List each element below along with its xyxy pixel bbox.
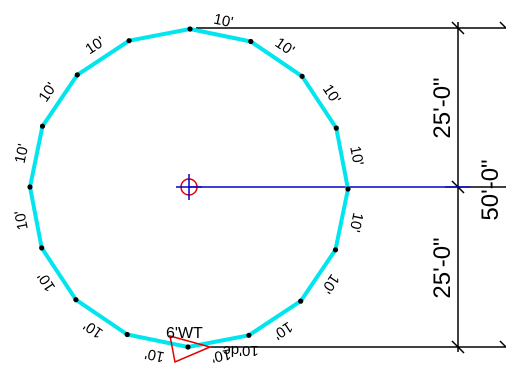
total-dimension-label: 50'-0" (477, 159, 504, 220)
tick-right-bottom (499, 340, 506, 348)
vertex-12 (27, 184, 33, 190)
vertex-13 (39, 123, 46, 129)
tick-top (451, 21, 465, 35)
segment-label-13: 10' (35, 79, 60, 105)
tick-bottom (451, 340, 465, 354)
vertex-0 (187, 26, 193, 32)
segment-label-3: 10' (346, 145, 366, 168)
vertex-2 (299, 73, 305, 79)
vertex-1 (248, 38, 254, 45)
vertex-11 (39, 245, 45, 251)
segment-label-11: 10' (11, 209, 31, 232)
segment-label-8: 10' (143, 345, 166, 366)
lower-dimension-label: 25'-0" (429, 237, 456, 298)
segment-label-6: 10' (270, 318, 296, 343)
vertex-10 (73, 297, 79, 303)
vertex-6 (298, 298, 304, 304)
gate-reversed-label: 10'dc (223, 342, 259, 359)
segment-label-14: 10' (82, 33, 108, 58)
segment-label-9: 10' (80, 317, 106, 342)
segment-label-2: 10' (319, 81, 344, 107)
vertex-4 (345, 186, 351, 192)
segment-label-7: 10' (210, 345, 233, 365)
vertex-15 (126, 38, 132, 44)
gate-marker: 6'WT 10'dc (166, 325, 259, 364)
segment-label-10: 10' (34, 269, 59, 295)
segment-label-1: 10' (272, 34, 298, 59)
tick-right-top (499, 21, 506, 29)
upper-dimension-label: 25'-0" (429, 77, 456, 138)
vertex-8 (185, 344, 191, 350)
vertex-3 (333, 125, 339, 131)
pen-vertices (27, 26, 351, 350)
vertex-7 (246, 332, 252, 338)
segment-label-0: 10' (212, 11, 235, 32)
vertex-5 (332, 247, 339, 253)
gate-tag-label: 6'WT (166, 325, 203, 342)
segment-label-4: 10' (346, 211, 367, 234)
segment-label-12: 10' (12, 142, 33, 165)
vertex-9 (124, 331, 130, 338)
gate-triangle (169, 334, 213, 364)
crosshair-circle-icon (176, 174, 202, 200)
segment-label-5: 10' (318, 271, 343, 297)
vertex-14 (74, 72, 80, 78)
